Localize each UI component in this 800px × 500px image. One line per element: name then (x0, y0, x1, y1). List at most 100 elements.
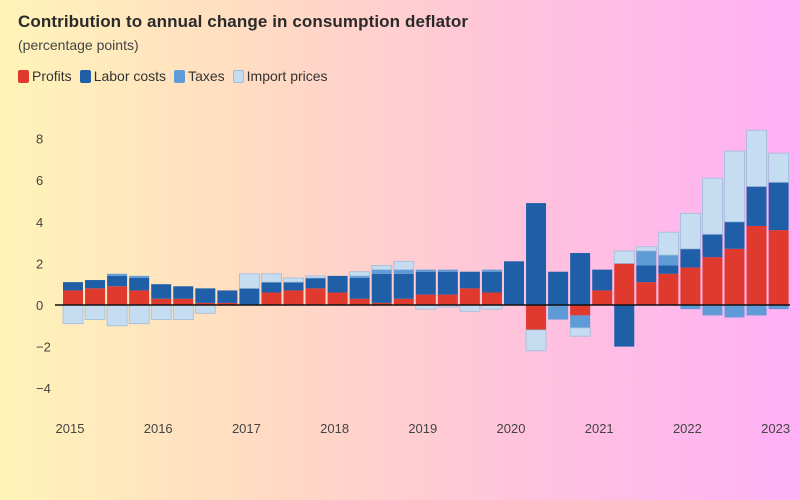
bar-labor-costs-2020q4 (570, 253, 591, 305)
bar-labor-costs-2020q1 (504, 261, 524, 305)
bar-profits-2016q3 (195, 302, 216, 305)
bar-profits-2020q2 (526, 305, 547, 330)
x-tick-label-2019: 2019 (408, 421, 437, 436)
bar-import-prices-2020q4 (569, 327, 591, 337)
bar-profits-2021q3 (636, 282, 657, 305)
bar-profits-2015q4 (129, 290, 150, 305)
chart-title: Contribution to annual change in consump… (18, 12, 469, 31)
bar-labor-costs-2020q3 (548, 271, 569, 305)
bar-profits-2016q4 (217, 302, 238, 305)
y-tick-label: 0 (36, 298, 43, 313)
bar-import-prices-2015q1 (62, 304, 84, 325)
bar-profits-2016q1 (151, 298, 172, 305)
bar-labor-costs-2019q3 (459, 271, 480, 289)
bar-labor-costs-2022q1 (680, 248, 701, 268)
bar-taxes-2018q4 (393, 269, 414, 274)
bar-labor-costs-2022q4 (746, 186, 767, 226)
bar-taxes-2022q3 (724, 305, 745, 318)
bar-import-prices-2018q4 (393, 260, 415, 271)
bar-import-prices-2022q4 (746, 129, 767, 187)
bar-import-prices-2022q1 (680, 213, 701, 250)
bar-taxes-2018q2 (349, 275, 370, 278)
bar-profits-2015q3 (107, 286, 128, 305)
y-tick-label: 4 (36, 215, 43, 230)
bar-labor-costs-2017q3 (283, 282, 304, 291)
bar-profits-2019q4 (481, 292, 502, 305)
bar-import-prices-2016q3 (194, 304, 216, 314)
bar-taxes-2022q1 (680, 305, 701, 310)
bar-labor-costs-2021q1 (592, 269, 613, 291)
bar-labor-costs-2021q3 (636, 265, 657, 283)
bar-profits-2018q1 (327, 292, 348, 305)
bar-profits-2018q2 (349, 298, 370, 305)
legend-swatch-import-prices (232, 69, 244, 83)
legend-swatch-taxes (174, 69, 186, 83)
legend-label-taxes: Taxes (188, 68, 225, 84)
bar-profits-2017q2 (261, 292, 282, 305)
bar-labor-costs-2023q1 (768, 182, 789, 231)
bar-labor-costs-2017q2 (261, 282, 282, 293)
bar-import-prices-2015q2 (84, 304, 106, 320)
x-tick-label-2018: 2018 (320, 421, 349, 436)
bar-labor-costs-2019q4 (481, 271, 502, 293)
x-tick-label-2022: 2022 (673, 421, 702, 436)
bar-profits-2015q2 (85, 288, 106, 305)
bar-labor-costs-2022q2 (702, 234, 723, 258)
legend-item-profits[interactable]: Profits (18, 68, 72, 84)
bar-import-prices-2016q2 (172, 304, 194, 320)
bar-import-prices-2015q4 (128, 304, 150, 325)
bar-profits-2017q3 (283, 290, 304, 305)
bar-labor-costs-2022q3 (724, 221, 745, 249)
bar-import-prices-2017q4 (305, 275, 326, 279)
bar-taxes-2023q1 (768, 305, 789, 310)
bar-profits-2022q4 (746, 225, 767, 305)
bar-labor-costs-2016q2 (173, 286, 194, 299)
bar-taxes-2019q2 (437, 269, 458, 272)
y-tick-label: −4 (36, 381, 51, 396)
bar-labor-costs-2018q3 (371, 273, 392, 303)
bar-import-prices-2021q4 (657, 231, 679, 256)
bar-profits-2019q3 (459, 288, 480, 305)
bar-labor-costs-2015q2 (85, 280, 106, 289)
bar-profits-2021q4 (658, 273, 679, 305)
bar-labor-costs-2016q1 (151, 284, 172, 299)
bar-labor-costs-2021q4 (658, 265, 679, 274)
bar-taxes-2021q4 (658, 255, 679, 266)
bar-labor-costs-2021q2 (614, 305, 635, 347)
bar-labor-costs-2017q1 (239, 288, 260, 305)
bar-labor-costs-2020q2 (526, 203, 547, 305)
bar-taxes-2018q3 (371, 269, 392, 274)
bar-import-prices-2019q3 (459, 304, 481, 312)
bar-labor-costs-2019q1 (415, 271, 436, 295)
legend-item-labor-costs[interactable]: Labor costs (79, 68, 166, 84)
bar-taxes-2022q4 (746, 305, 767, 316)
bar-labor-costs-2016q4 (217, 290, 238, 303)
bar-taxes-2021q3 (636, 250, 657, 266)
bar-profits-2020q4 (570, 305, 591, 316)
bar-taxes-2022q2 (702, 305, 723, 316)
bar-import-prices-2017q1 (238, 273, 260, 289)
legend-item-import-prices[interactable]: Import prices (232, 68, 328, 84)
bar-profits-2018q3 (371, 302, 392, 305)
bar-taxes-2015q3 (107, 273, 128, 276)
bar-taxes-2015q4 (129, 275, 150, 278)
bar-profits-2019q2 (437, 294, 458, 305)
bar-profits-2019q1 (415, 294, 436, 305)
bar-labor-costs-2018q4 (393, 273, 414, 299)
bar-profits-2022q3 (724, 248, 745, 305)
bar-import-prices-2022q2 (702, 177, 723, 235)
bar-import-prices-2023q1 (768, 152, 789, 183)
x-tick-label-2020: 2020 (497, 421, 526, 436)
bar-profits-2022q1 (680, 267, 701, 305)
legend-label-import-prices: Import prices (246, 68, 328, 84)
legend-item-taxes[interactable]: Taxes (174, 68, 225, 84)
y-tick-label: 2 (36, 256, 43, 271)
legend-swatch-labor-costs (79, 69, 91, 83)
bar-taxes-2019q4 (481, 269, 502, 272)
legend-label-profits: Profits (32, 68, 72, 84)
bar-import-prices-2017q2 (261, 273, 282, 283)
bar-import-prices-2017q3 (283, 277, 304, 283)
bar-labor-costs-2016q3 (195, 288, 216, 303)
x-tick-label-2021: 2021 (585, 421, 614, 436)
